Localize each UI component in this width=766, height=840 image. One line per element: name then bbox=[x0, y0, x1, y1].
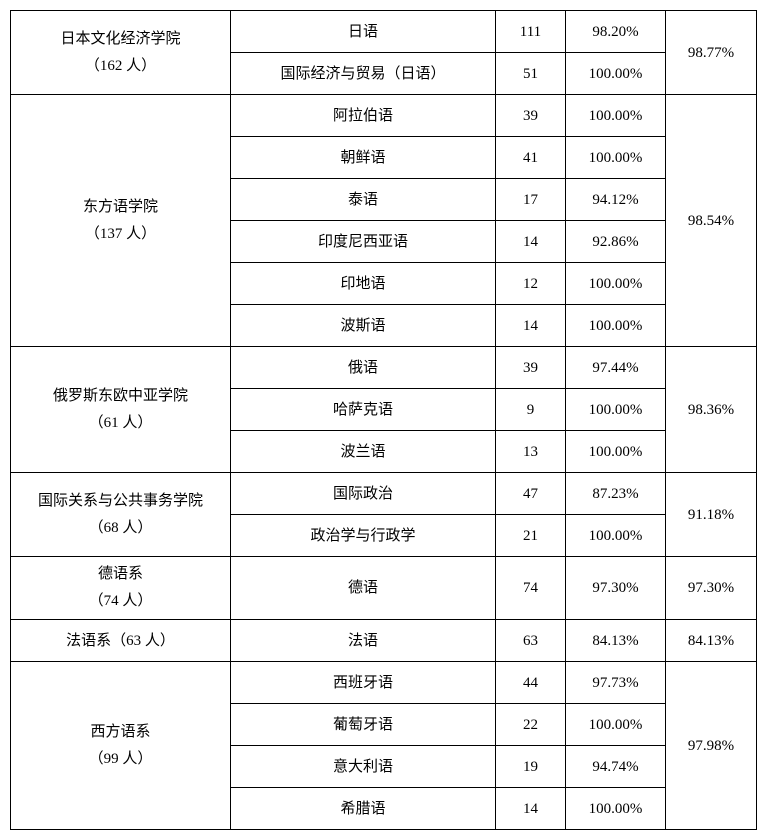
stats-table: 日本文化经济学院（162 人）日语11198.20%98.77%国际经济与贸易（… bbox=[10, 10, 757, 830]
percent-cell: 100.00% bbox=[566, 305, 666, 347]
major-cell: 葡萄牙语 bbox=[231, 704, 496, 746]
count-cell: 9 bbox=[496, 389, 566, 431]
major-cell: 朝鲜语 bbox=[231, 137, 496, 179]
dept-cell: 东方语学院 （137 人） bbox=[11, 95, 231, 347]
major-cell: 俄语 bbox=[231, 347, 496, 389]
count-cell: 44 bbox=[496, 662, 566, 704]
major-cell: 希腊语 bbox=[231, 788, 496, 830]
major-cell: 哈萨克语 bbox=[231, 389, 496, 431]
percent-cell: 100.00% bbox=[566, 431, 666, 473]
count-cell: 13 bbox=[496, 431, 566, 473]
major-cell: 西班牙语 bbox=[231, 662, 496, 704]
count-cell: 51 bbox=[496, 53, 566, 95]
percent-cell: 100.00% bbox=[566, 263, 666, 305]
total-percent-cell: 98.54% bbox=[666, 95, 757, 347]
major-cell: 波兰语 bbox=[231, 431, 496, 473]
percent-cell: 92.86% bbox=[566, 221, 666, 263]
table-row: 法语系（63 人）法语6384.13%84.13% bbox=[11, 620, 757, 662]
major-cell: 波斯语 bbox=[231, 305, 496, 347]
percent-cell: 100.00% bbox=[566, 53, 666, 95]
count-cell: 14 bbox=[496, 221, 566, 263]
major-cell: 印度尼西亚语 bbox=[231, 221, 496, 263]
count-cell: 21 bbox=[496, 515, 566, 557]
major-cell: 意大利语 bbox=[231, 746, 496, 788]
major-cell: 国际经济与贸易（日语） bbox=[231, 53, 496, 95]
percent-cell: 100.00% bbox=[566, 137, 666, 179]
count-cell: 47 bbox=[496, 473, 566, 515]
dept-cell: 西方语系 （99 人） bbox=[11, 662, 231, 830]
total-percent-cell: 97.98% bbox=[666, 662, 757, 830]
table-row: 东方语学院（137 人）阿拉伯语39100.00%98.54% bbox=[11, 95, 757, 137]
percent-cell: 97.44% bbox=[566, 347, 666, 389]
percent-cell: 98.20% bbox=[566, 11, 666, 53]
count-cell: 111 bbox=[496, 11, 566, 53]
dept-name-line2: （162 人） bbox=[85, 58, 156, 74]
total-percent-cell: 97.30% bbox=[666, 557, 757, 620]
table-row: 俄罗斯东欧中亚学院（61 人）俄语3997.44%98.36% bbox=[11, 347, 757, 389]
dept-name-line1: 东方语学院 bbox=[83, 199, 158, 215]
table-row: 德语系（74 人）德语7497.30%97.30% bbox=[11, 557, 757, 620]
dept-name-line2: （68 人） bbox=[89, 520, 153, 536]
dept-name-line2: （61 人） bbox=[89, 415, 153, 431]
major-cell: 泰语 bbox=[231, 179, 496, 221]
count-cell: 39 bbox=[496, 347, 566, 389]
major-cell: 日语 bbox=[231, 11, 496, 53]
dept-name-line2: （74 人） bbox=[89, 593, 153, 609]
percent-cell: 100.00% bbox=[566, 389, 666, 431]
count-cell: 12 bbox=[496, 263, 566, 305]
percent-cell: 97.30% bbox=[566, 557, 666, 620]
dept-cell: 俄罗斯东欧中亚学院 （61 人） bbox=[11, 347, 231, 473]
dept-name-line1: 日本文化经济学院 bbox=[60, 31, 180, 47]
count-cell: 19 bbox=[496, 746, 566, 788]
count-cell: 63 bbox=[496, 620, 566, 662]
dept-name-line1: 西方语系 bbox=[90, 724, 150, 740]
dept-cell: 日本文化经济学院 （162 人） bbox=[11, 11, 231, 95]
count-cell: 14 bbox=[496, 305, 566, 347]
total-percent-cell: 91.18% bbox=[666, 473, 757, 557]
count-cell: 39 bbox=[496, 95, 566, 137]
dept-name-line2: （99 人） bbox=[89, 751, 153, 767]
table-row: 国际关系与公共事务学院（68 人）国际政治4787.23%91.18% bbox=[11, 473, 757, 515]
percent-cell: 94.74% bbox=[566, 746, 666, 788]
dept-cell: 法语系（63 人） bbox=[11, 620, 231, 662]
major-cell: 法语 bbox=[231, 620, 496, 662]
dept-name-line1: 德语系 bbox=[98, 566, 143, 582]
dept-cell: 国际关系与公共事务学院 （68 人） bbox=[11, 473, 231, 557]
major-cell: 德语 bbox=[231, 557, 496, 620]
count-cell: 22 bbox=[496, 704, 566, 746]
dept-name-line1: 俄罗斯东欧中亚学院 bbox=[53, 388, 188, 404]
table-body: 日本文化经济学院（162 人）日语11198.20%98.77%国际经济与贸易（… bbox=[11, 11, 757, 830]
count-cell: 74 bbox=[496, 557, 566, 620]
count-cell: 41 bbox=[496, 137, 566, 179]
dept-name-line1: 国际关系与公共事务学院 bbox=[38, 493, 203, 509]
major-cell: 政治学与行政学 bbox=[231, 515, 496, 557]
percent-cell: 84.13% bbox=[566, 620, 666, 662]
dept-cell: 德语系 （74 人） bbox=[11, 557, 231, 620]
percent-cell: 97.73% bbox=[566, 662, 666, 704]
count-cell: 17 bbox=[496, 179, 566, 221]
table-row: 西方语系（99 人）西班牙语4497.73%97.98% bbox=[11, 662, 757, 704]
percent-cell: 87.23% bbox=[566, 473, 666, 515]
major-cell: 印地语 bbox=[231, 263, 496, 305]
total-percent-cell: 84.13% bbox=[666, 620, 757, 662]
total-percent-cell: 98.77% bbox=[666, 11, 757, 95]
percent-cell: 100.00% bbox=[566, 704, 666, 746]
table-row: 日本文化经济学院（162 人）日语11198.20%98.77% bbox=[11, 11, 757, 53]
major-cell: 阿拉伯语 bbox=[231, 95, 496, 137]
total-percent-cell: 98.36% bbox=[666, 347, 757, 473]
major-cell: 国际政治 bbox=[231, 473, 496, 515]
count-cell: 14 bbox=[496, 788, 566, 830]
dept-name-line2: （137 人） bbox=[85, 226, 156, 242]
percent-cell: 100.00% bbox=[566, 95, 666, 137]
percent-cell: 94.12% bbox=[566, 179, 666, 221]
percent-cell: 100.00% bbox=[566, 788, 666, 830]
percent-cell: 100.00% bbox=[566, 515, 666, 557]
